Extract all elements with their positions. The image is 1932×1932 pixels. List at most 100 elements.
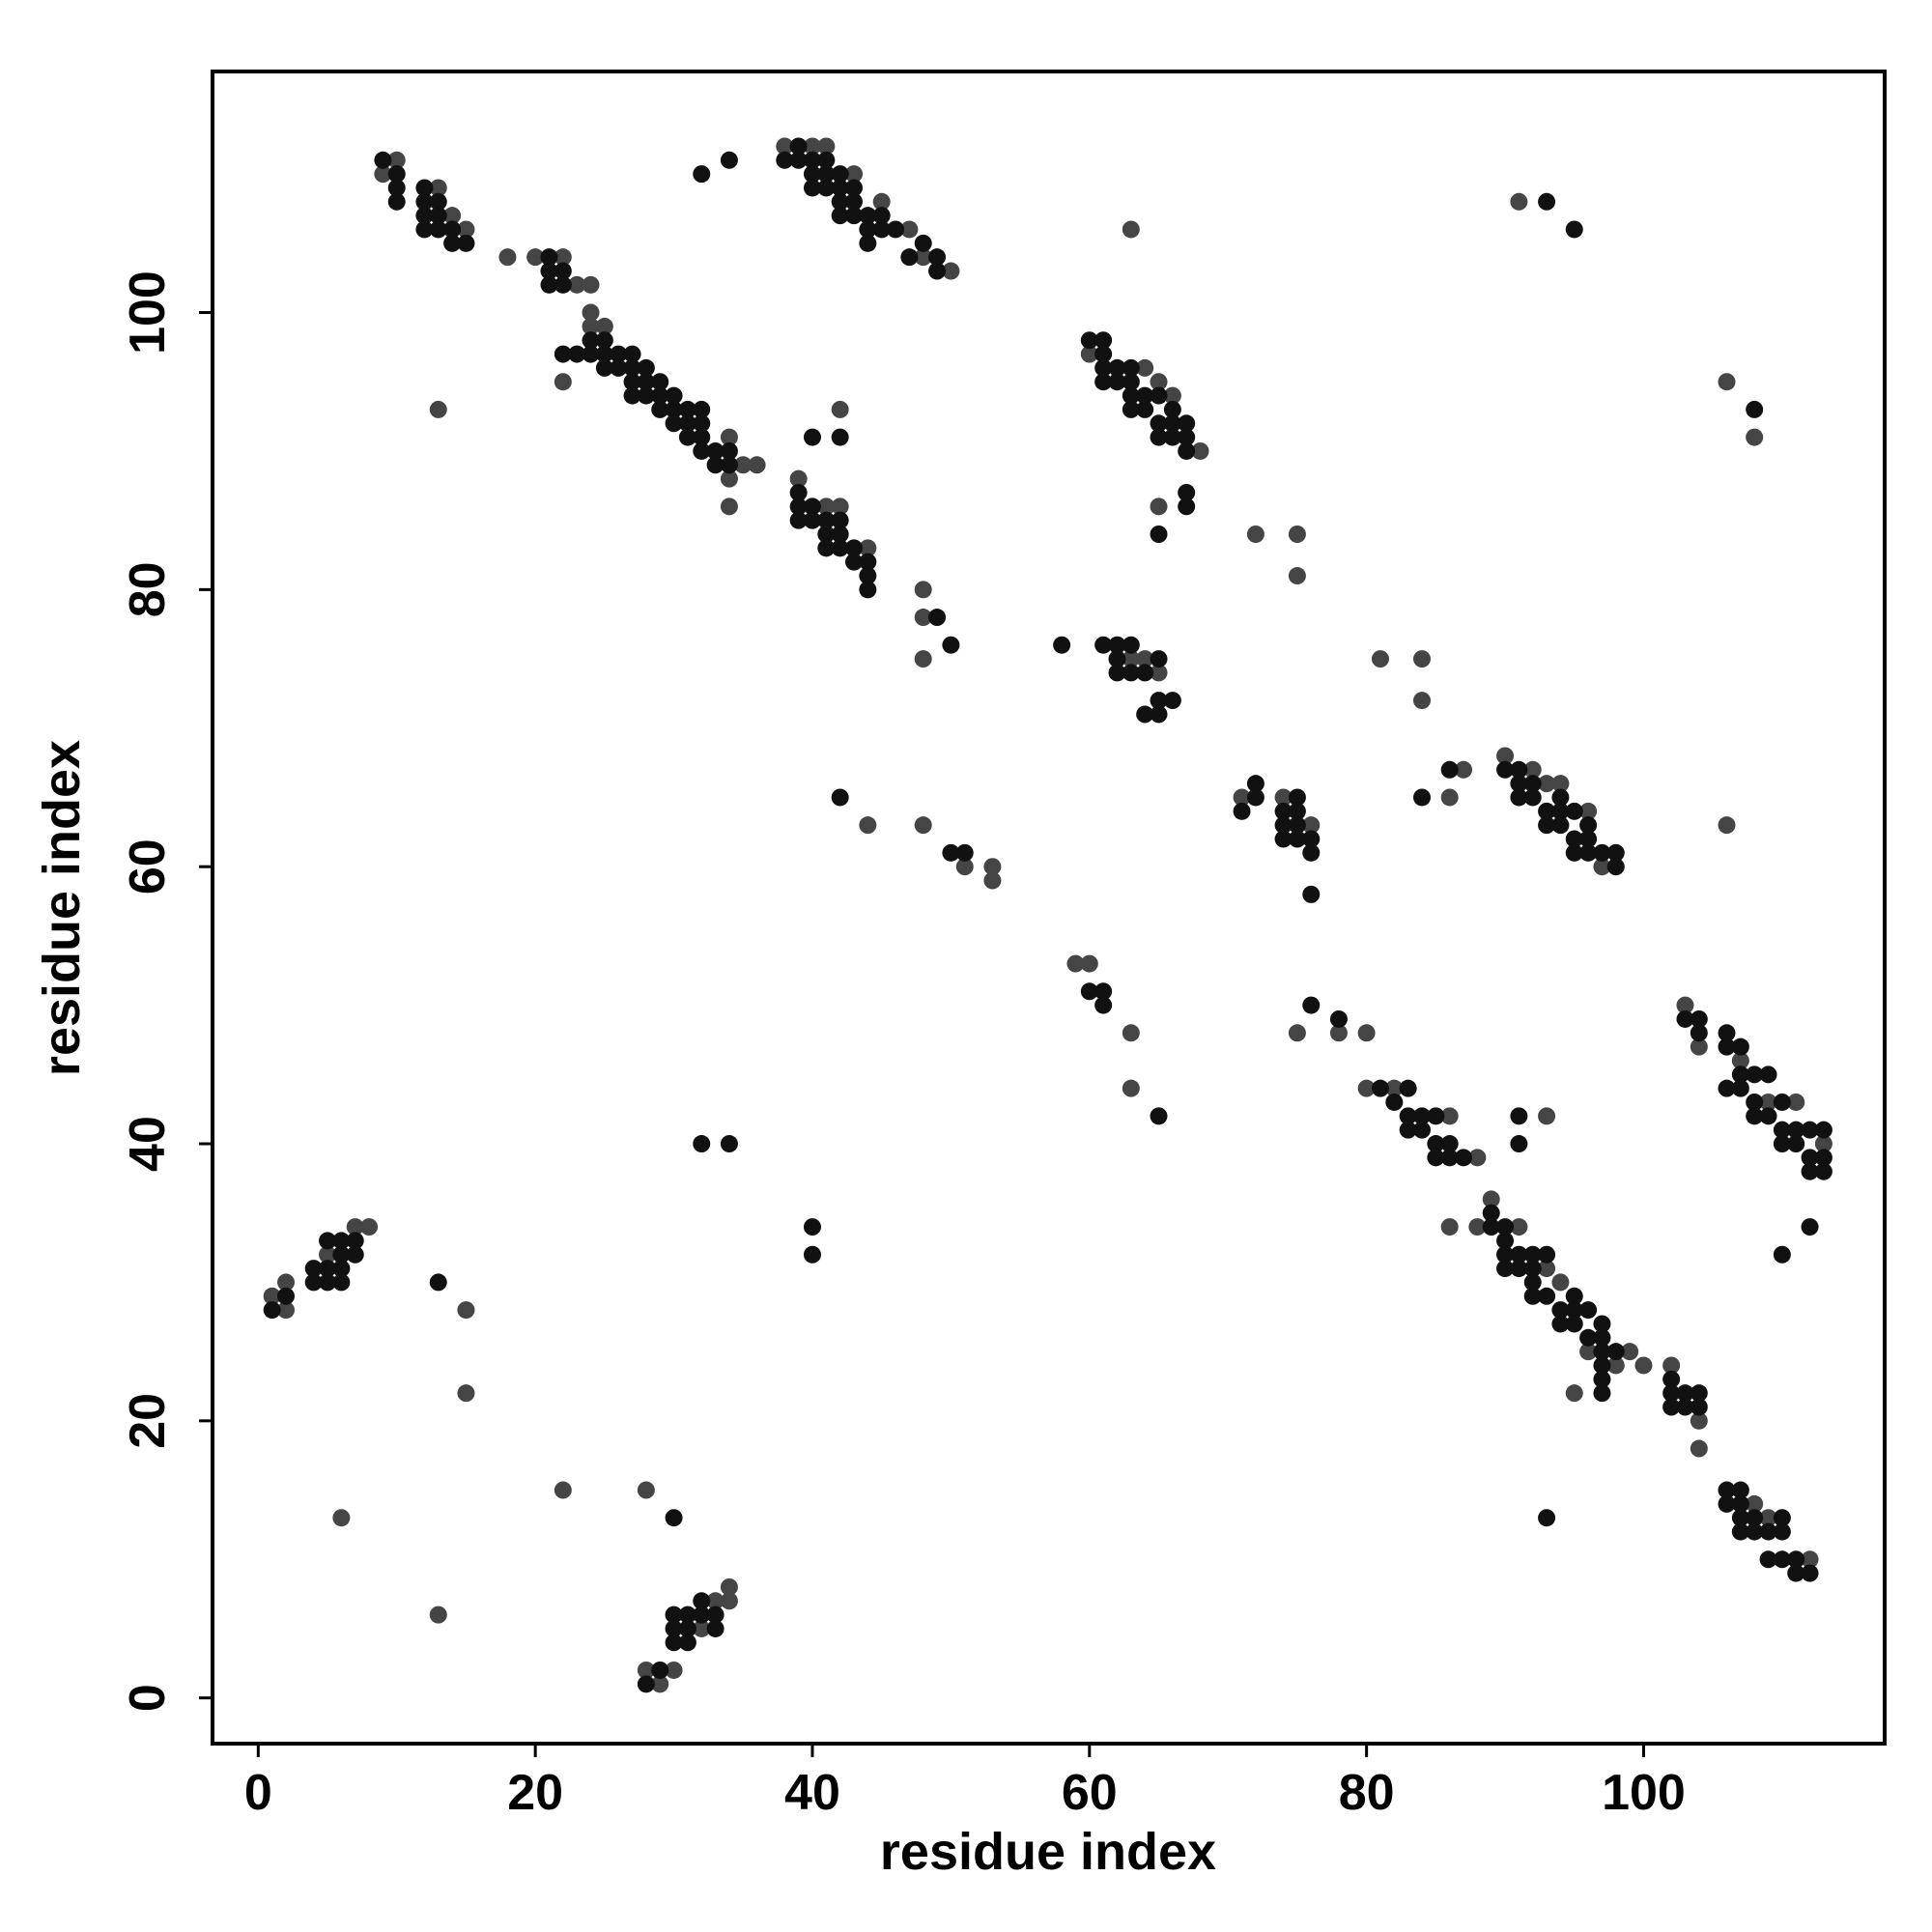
point	[1108, 664, 1126, 682]
point	[332, 1509, 351, 1527]
point	[1690, 1439, 1708, 1458]
point	[706, 1592, 724, 1610]
point	[1510, 1218, 1528, 1236]
point	[831, 539, 849, 557]
point	[1538, 816, 1556, 835]
point	[1288, 1024, 1306, 1042]
point	[803, 497, 821, 516]
point	[1136, 650, 1154, 668]
y-tick-label: 60	[120, 838, 176, 895]
point	[803, 511, 821, 529]
point	[1412, 1107, 1431, 1125]
point	[706, 441, 724, 460]
point	[942, 262, 960, 280]
y-tick-label: 100	[120, 270, 176, 355]
point	[1676, 996, 1694, 1014]
point	[277, 1287, 296, 1305]
point	[1122, 220, 1140, 239]
point	[1510, 1245, 1528, 1264]
point	[803, 1245, 821, 1264]
point	[1108, 636, 1126, 654]
point	[623, 345, 641, 363]
point	[457, 1384, 475, 1403]
point	[720, 1135, 738, 1153]
point	[1094, 331, 1113, 350]
point	[665, 414, 683, 433]
point	[1579, 1328, 1598, 1347]
point	[803, 179, 821, 197]
point	[1621, 1343, 1639, 1361]
point	[789, 137, 808, 156]
point	[678, 414, 696, 433]
point	[1080, 345, 1098, 363]
point	[720, 151, 738, 169]
point	[457, 1301, 475, 1320]
point	[1538, 1509, 1556, 1527]
point	[665, 1634, 683, 1652]
point	[1427, 1107, 1445, 1125]
point	[817, 539, 836, 557]
point	[1662, 1370, 1681, 1388]
point	[928, 609, 947, 627]
point	[693, 1605, 711, 1624]
point	[582, 331, 600, 350]
point	[637, 1675, 655, 1693]
point	[1690, 1398, 1708, 1416]
point	[540, 248, 558, 267]
point	[1690, 1009, 1708, 1028]
point	[429, 220, 447, 239]
point	[706, 1619, 724, 1637]
point	[983, 858, 1002, 876]
point	[1440, 1107, 1459, 1125]
point	[1593, 1384, 1611, 1403]
y-tick-label: 40	[120, 1116, 176, 1172]
point	[1440, 1218, 1459, 1236]
point	[693, 1592, 711, 1610]
point	[1496, 1218, 1515, 1236]
point	[706, 1605, 724, 1624]
point	[415, 179, 434, 197]
plot-frame	[211, 70, 1887, 1746]
point	[831, 497, 849, 516]
point	[1178, 414, 1196, 433]
point	[831, 526, 849, 544]
point	[1718, 373, 1736, 391]
point	[651, 386, 669, 405]
point	[1440, 1149, 1459, 1167]
point	[1593, 858, 1611, 876]
point	[1731, 1522, 1749, 1541]
point	[928, 262, 947, 280]
point	[845, 539, 864, 557]
point	[387, 192, 406, 211]
point	[1565, 1315, 1583, 1333]
point	[319, 1260, 337, 1278]
point	[845, 165, 864, 184]
point	[817, 511, 836, 529]
point	[1427, 1149, 1445, 1167]
point	[1676, 1384, 1694, 1403]
point	[693, 1619, 711, 1637]
point	[872, 192, 891, 211]
point	[387, 165, 406, 184]
point	[1787, 1093, 1805, 1111]
point	[776, 151, 794, 169]
point	[1150, 526, 1168, 544]
point	[429, 1273, 447, 1292]
point	[346, 1218, 364, 1236]
point	[595, 331, 613, 350]
point	[914, 816, 932, 835]
point	[1122, 358, 1140, 377]
point	[831, 192, 849, 211]
point	[1468, 1218, 1487, 1236]
point	[1510, 788, 1528, 807]
point	[1288, 526, 1306, 544]
point	[720, 1592, 738, 1610]
point	[872, 220, 891, 239]
point	[859, 539, 877, 557]
point	[1108, 358, 1126, 377]
point	[1482, 1190, 1500, 1208]
point	[277, 1273, 296, 1292]
point	[817, 497, 836, 516]
point	[678, 1605, 696, 1624]
point	[1718, 1494, 1736, 1513]
